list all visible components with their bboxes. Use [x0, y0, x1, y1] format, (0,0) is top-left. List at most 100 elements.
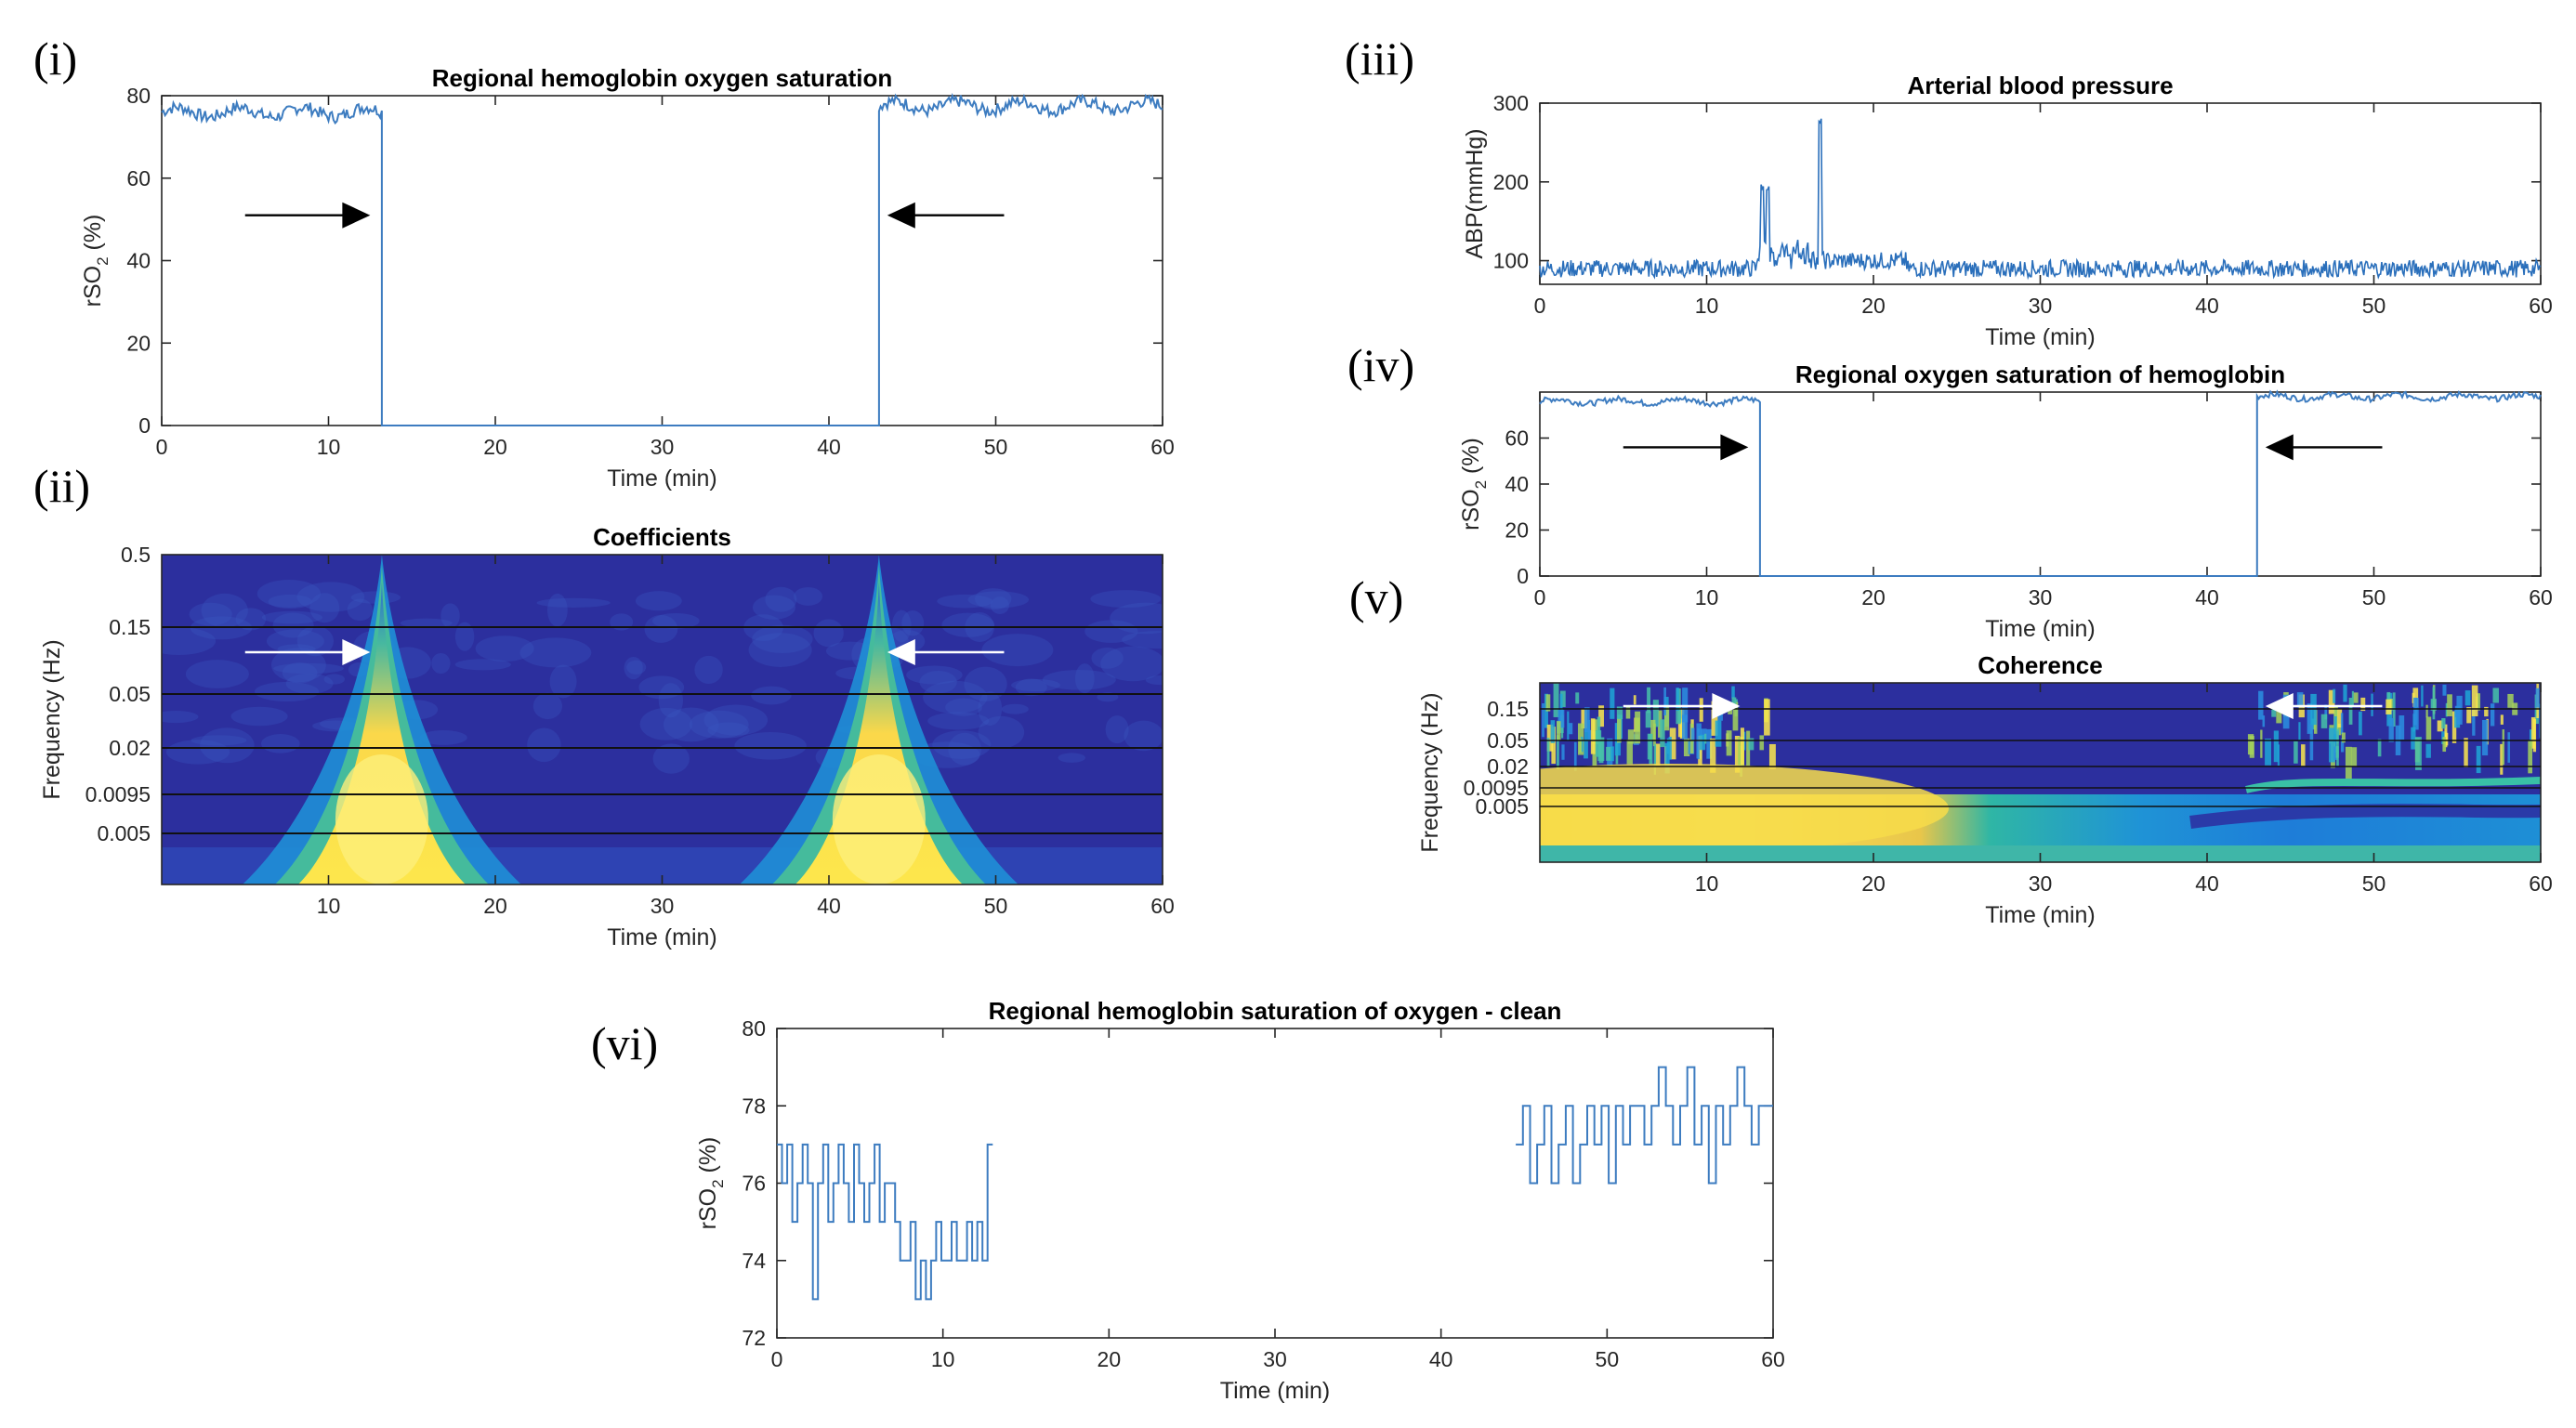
coherence-texture — [2432, 687, 2436, 720]
coherence-texture — [1556, 735, 1559, 769]
x-tick-label: 40 — [817, 894, 841, 918]
coherence-texture — [2442, 684, 2447, 696]
x-tick-label: 10 — [931, 1347, 955, 1371]
coherence-texture — [1581, 709, 1587, 729]
coherence-texture — [1575, 692, 1580, 704]
heatmap-texture — [440, 603, 460, 629]
heatmap-texture — [794, 587, 823, 606]
chart-title: Arterial blood pressure — [1907, 72, 2173, 99]
coherence-texture — [1559, 690, 1566, 708]
y-tick-label: 0.005 — [97, 821, 151, 845]
coherence-texture — [2502, 729, 2504, 766]
x-tick-label: 0 — [156, 435, 168, 459]
x-tick-label: 40 — [2195, 871, 2219, 896]
coherence-texture — [2371, 693, 2373, 716]
heatmap-texture — [201, 593, 248, 628]
chart-panel-v: 10 20 30 40 50 60 Time (min) Coherence (v) Freque… — [1349, 571, 2553, 928]
panel-label: (vi) — [591, 1017, 658, 1069]
heatmap-texture — [652, 612, 700, 629]
y-tick-label: 0 — [138, 413, 151, 438]
coherence-texture — [1704, 733, 1707, 744]
heatmap-texture — [475, 635, 534, 662]
heatmap-texture — [309, 593, 340, 623]
coherence-texture — [2353, 692, 2359, 703]
heatmap-texture — [532, 692, 563, 720]
heatmap-texture — [1090, 590, 1162, 609]
annotation-arrow-0-head — [1712, 693, 1741, 719]
coherence-texture — [2351, 747, 2358, 767]
coherence-texture — [1633, 695, 1636, 705]
coherence-texture — [2425, 716, 2432, 741]
chart-title: Coherence — [1978, 651, 2102, 679]
y-tick-label: 78 — [742, 1094, 766, 1118]
y-tick-label: 0.05 — [1487, 728, 1529, 753]
clean-series-segment-0 — [777, 1143, 993, 1301]
coherence-texture — [1625, 707, 1631, 719]
coherence-texture — [1606, 746, 1612, 761]
y-axis-label: Frequency (Hz) — [1417, 692, 1443, 852]
x-axis-label: Time (min) — [607, 465, 717, 491]
coherence-dark-stripe — [2189, 804, 2541, 829]
x-tick-label: 30 — [651, 894, 675, 918]
x-tick-label: 10 — [317, 435, 341, 459]
coherence-texture — [2247, 734, 2254, 755]
heatmap-texture — [235, 608, 267, 631]
heatmap-texture — [261, 734, 300, 753]
x-tick-label: 60 — [2529, 585, 2553, 609]
coherence-texture — [2442, 737, 2447, 753]
coherence-texture — [2293, 740, 2298, 764]
panel-label: (ii) — [33, 460, 90, 512]
heatmap-texture — [948, 732, 981, 766]
x-tick-label: 50 — [984, 894, 1008, 918]
coherence-texture — [2421, 685, 2424, 707]
coherence-texture — [2412, 697, 2417, 726]
y-tick-label: 0.0095 — [1464, 776, 1529, 800]
coherence-texture — [1698, 735, 1702, 766]
coherence-texture — [1683, 738, 1690, 757]
coherence-texture — [2324, 704, 2328, 720]
x-tick-label: 20 — [1861, 294, 1886, 318]
coherence-texture — [2471, 685, 2478, 716]
coherence-texture — [1587, 729, 1592, 741]
heatmap-texture — [990, 596, 1009, 615]
coherence-texture — [2343, 684, 2347, 702]
coherence-texture — [2490, 703, 2495, 727]
coherence-texture — [1768, 743, 1776, 769]
y-axis-label: ABP(mmHg) — [1462, 128, 1488, 258]
heatmap-texture — [626, 660, 647, 675]
coherence-texture — [2296, 692, 2304, 708]
heatmap-texture — [635, 591, 682, 611]
coherence-texture — [1649, 733, 1653, 765]
y-label-tail: (%) — [80, 215, 106, 257]
hot-spot-glow-1 — [832, 754, 926, 884]
coherence-texture — [1699, 734, 1706, 751]
coherence-texture — [1740, 727, 1744, 766]
coherence-texture — [2447, 694, 2452, 717]
heatmap-texture — [1122, 631, 1163, 649]
y-tick-label: 40 — [1505, 472, 1529, 496]
y-tick-label: 0.02 — [109, 736, 151, 760]
clean-series-segment-1 — [1516, 1066, 1773, 1185]
x-tick-label: 10 — [1695, 585, 1719, 609]
y-tick-label: 20 — [126, 331, 151, 355]
heatmap-texture — [230, 706, 288, 727]
x-tick-label: 10 — [1695, 294, 1719, 318]
coherence-texture — [2530, 716, 2536, 749]
heatmap-texture — [906, 665, 963, 685]
heatmap-texture — [967, 591, 1030, 609]
x-tick-label: 60 — [1150, 894, 1175, 918]
coherence-texture — [1650, 719, 1656, 740]
coherence-texture — [1557, 721, 1561, 740]
x-tick-label: 20 — [1861, 585, 1886, 609]
heatmap-texture — [200, 727, 255, 764]
x-tick-label: 40 — [2195, 294, 2219, 318]
y-tick-label: 100 — [1493, 249, 1529, 273]
coherence-texture — [2340, 713, 2344, 735]
coherence-texture — [2360, 697, 2366, 712]
coherence-texture — [1664, 707, 1670, 731]
heatmap-texture — [285, 673, 334, 694]
heatmap-texture — [268, 594, 312, 609]
coherence-texture — [1573, 741, 1577, 771]
panel-label: (v) — [1349, 571, 1403, 623]
heatmap-texture — [978, 691, 1003, 727]
